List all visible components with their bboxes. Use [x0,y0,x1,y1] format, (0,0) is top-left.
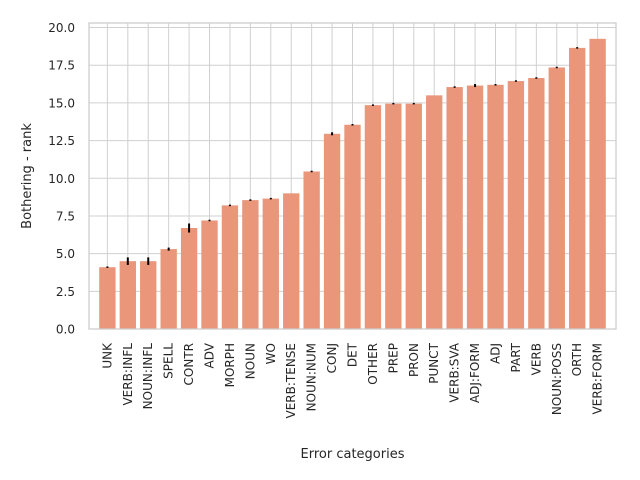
x-tick-label: PRON [407,343,421,377]
bar [99,267,116,329]
y-tick-labels: 0.0 2.5 5.0 7.5 10.0 12.5 15.0 17.5 20.0 [48,21,75,336]
x-tick-label: NOUN:NUM [305,343,319,411]
y-tick-label: 12.5 [48,134,75,148]
y-tick-label: 10.0 [48,172,75,186]
bar [569,47,586,330]
bar [180,228,198,329]
x-tick-label: CONTR [182,343,196,385]
x-tick-label: ORTH [570,343,584,376]
y-tick-label: 7.5 [56,209,75,223]
x-tick-label: ADJ:FORM [468,343,482,403]
bars [99,38,606,330]
x-tick-label: CONJ [325,343,339,373]
x-tick-label: PREP [386,343,400,373]
y-tick-label: 5.0 [56,247,75,261]
x-axis-title: Error categories [301,447,405,462]
x-tick-labels: UNK VERB:INFL NOUN:INFL SPELL CONTR ADV MORPH N… [100,342,604,419]
plot-frame [88,22,617,330]
bar [242,200,259,329]
bar [344,124,361,329]
x-tick-label: VERB:TENSE [284,343,298,419]
y-tick-label: 15.0 [48,96,75,110]
bar [405,103,422,329]
bar [589,38,606,330]
bar [303,171,320,329]
bar [385,103,402,329]
y-tick-label: 0.0 [56,323,75,337]
x-tick-label: NOUN:INFL [141,343,155,410]
bar [548,67,565,329]
x-tick-label: VERB [529,343,543,375]
x-tick-label: VERB:FORM [591,343,605,414]
x-tick-label: ADJ [488,343,502,364]
x-tick-label: OTHER [366,343,380,385]
x-tick-label: UNK [100,342,114,369]
x-tick-label: NOUN [243,343,257,379]
x-tick-label: SPELL [162,343,176,379]
bar [426,95,443,330]
y-tick-label: 17.5 [48,59,75,73]
bar [201,220,218,329]
x-tick-label: PUNCT [427,342,441,383]
bar [283,193,300,329]
bar [140,261,157,329]
x-tick-label: ADV [203,342,217,368]
error-bars [106,47,579,268]
bar [446,87,463,329]
x-tick-label: NOUN:POSS [550,343,564,415]
x-tick-label: MORPH [223,343,237,387]
x-tick-label: WO [264,343,278,364]
y-tick-label: 20.0 [48,21,75,35]
x-tick-label: VERB:SVA [448,342,462,402]
x-tick-label: DET [346,342,360,367]
bar [221,205,239,329]
y-axis-title: Bothering - rank [20,123,35,229]
bar [528,78,545,329]
bar [466,85,484,330]
bar [507,81,525,329]
x-tick-label: PART [509,342,523,372]
bar [323,133,341,329]
bar [262,198,279,329]
bar [119,261,136,329]
y-tick-label: 2.5 [56,285,75,299]
bar [364,105,382,329]
bar [487,84,504,330]
x-tick-label: VERB:INFL [121,343,135,406]
bar [160,249,177,329]
